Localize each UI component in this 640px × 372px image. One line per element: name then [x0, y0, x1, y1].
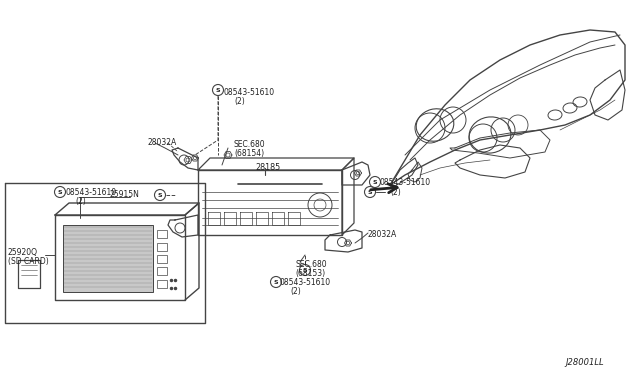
Text: S: S [372, 180, 378, 185]
Bar [157, 230, 167, 238]
Bar [63, 225, 153, 292]
Text: 28185: 28185 [255, 163, 280, 172]
Text: 08543-51610: 08543-51610 [280, 278, 331, 287]
Bar [157, 267, 167, 275]
Text: 25920Q: 25920Q [8, 248, 38, 257]
Text: 28032A: 28032A [148, 138, 177, 147]
Text: S: S [58, 189, 62, 195]
Text: (2): (2) [390, 188, 401, 197]
Text: (68153): (68153) [295, 269, 325, 278]
Text: S: S [157, 192, 163, 198]
Text: 08543-51610: 08543-51610 [224, 88, 275, 97]
Bar [157, 243, 167, 251]
Text: (2): (2) [234, 97, 244, 106]
Text: S: S [274, 279, 278, 285]
Text: (2): (2) [75, 197, 86, 206]
Text: 28032A: 28032A [368, 230, 397, 239]
Bar [157, 280, 167, 288]
Text: 08543-51610: 08543-51610 [380, 178, 431, 187]
Text: 25915N: 25915N [110, 190, 140, 199]
Bar [157, 255, 167, 263]
Text: S: S [216, 87, 220, 93]
Text: SEC.680: SEC.680 [295, 260, 326, 269]
Text: (68154): (68154) [234, 149, 264, 158]
Text: S: S [368, 189, 372, 195]
Text: (2): (2) [290, 287, 301, 296]
Text: SEC.680: SEC.680 [234, 140, 266, 149]
Text: 08543-51610: 08543-51610 [65, 188, 116, 197]
Text: J28001LL: J28001LL [565, 358, 604, 367]
Text: S: S [303, 267, 307, 273]
Text: (SD CARD): (SD CARD) [8, 257, 49, 266]
